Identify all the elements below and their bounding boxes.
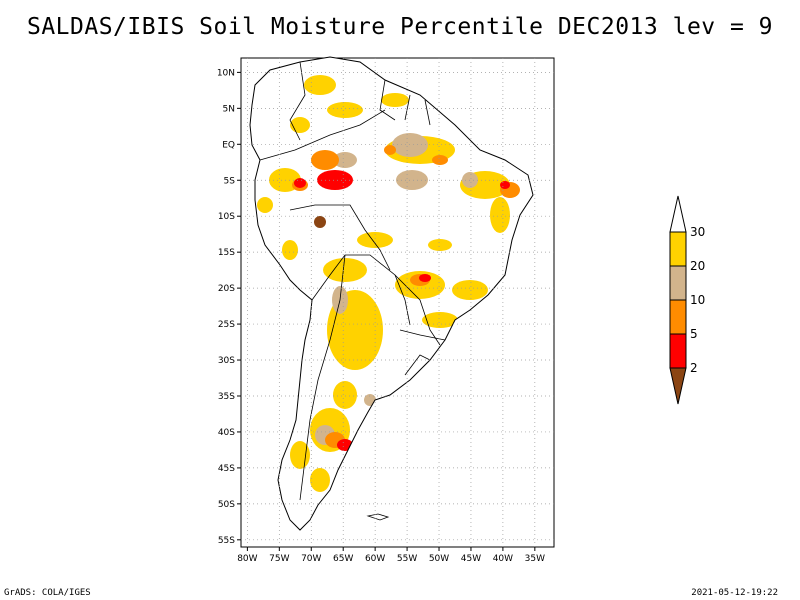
color-legend: 30 20 10 5 2 bbox=[669, 195, 705, 405]
patches-2-5 bbox=[294, 170, 510, 451]
lat-tick-label: 10S bbox=[218, 212, 235, 222]
legend-swatch bbox=[669, 195, 687, 233]
legend-swatch bbox=[669, 265, 687, 301]
lon-tick-label: 70W bbox=[301, 554, 321, 564]
latitude-axis: 10N 5N EQ 5S 10S 15S 20S 25S 30S 35S 40S 45S 50S 55S bbox=[217, 68, 241, 546]
coastline bbox=[249, 56, 534, 531]
percentile-patches bbox=[257, 75, 520, 492]
legend-swatch bbox=[669, 231, 687, 267]
patches-lt-2 bbox=[314, 216, 326, 228]
lon-tick-label: 45W bbox=[461, 554, 481, 564]
lat-tick-label: 35S bbox=[218, 392, 235, 402]
lat-tick-label: 10N bbox=[217, 68, 235, 78]
lat-tick-label: 55S bbox=[218, 536, 235, 546]
legend-swatch bbox=[669, 299, 687, 335]
lon-tick-label: 40W bbox=[493, 554, 513, 564]
lon-tick-label: 35W bbox=[525, 554, 545, 564]
lat-tick-label: 5N bbox=[223, 104, 235, 114]
legend-swatch bbox=[669, 367, 687, 405]
lon-tick-label: 75W bbox=[269, 554, 289, 564]
country-borders bbox=[259, 61, 446, 501]
lat-tick-label: 45S bbox=[218, 464, 235, 474]
footer-credit: GrADS: COLA/IGES bbox=[4, 588, 91, 598]
lat-tick-label: 30S bbox=[218, 356, 235, 366]
legend-label: 5 bbox=[690, 327, 698, 341]
longitude-axis: 80W 75W 70W 65W 60W 55W 50W 45W 40W 35W bbox=[237, 547, 545, 564]
lon-tick-label: 60W bbox=[365, 554, 385, 564]
lon-tick-label: 65W bbox=[333, 554, 353, 564]
legend-label: 2 bbox=[690, 361, 698, 375]
patches-5-10 bbox=[292, 145, 520, 448]
legend-label: 10 bbox=[690, 293, 705, 307]
lon-tick-label: 55W bbox=[397, 554, 417, 564]
lat-tick-label: 50S bbox=[218, 500, 235, 510]
lat-tick-label: 20S bbox=[218, 284, 235, 294]
lon-tick-label: 50W bbox=[429, 554, 449, 564]
gridlines bbox=[241, 58, 554, 547]
legend-label: 20 bbox=[690, 259, 705, 273]
legend-label: 30 bbox=[690, 225, 705, 239]
lon-tick-label: 80W bbox=[237, 554, 257, 564]
map-title: SALDAS/IBIS Soil Moisture Percentile DEC… bbox=[26, 14, 774, 40]
lat-tick-label: 40S bbox=[218, 428, 235, 438]
lat-tick-label: EQ bbox=[222, 140, 235, 150]
lat-tick-label: 25S bbox=[218, 320, 235, 330]
lat-tick-label: 15S bbox=[218, 248, 235, 258]
legend-swatch bbox=[669, 333, 687, 369]
falkland-islands bbox=[366, 513, 390, 521]
lat-tick-label: 5S bbox=[224, 176, 236, 186]
footer-timestamp: 2021-05-12-19:22 bbox=[691, 588, 778, 598]
